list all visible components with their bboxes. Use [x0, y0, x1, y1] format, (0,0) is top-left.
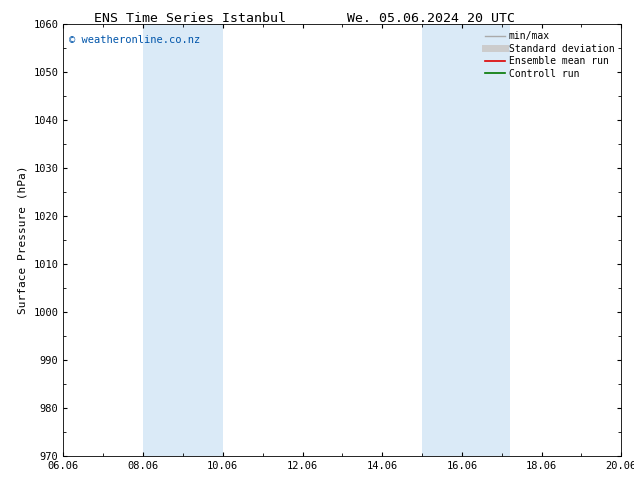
Text: ENS Time Series Istanbul: ENS Time Series Istanbul — [94, 12, 286, 25]
Text: © weatheronline.co.nz: © weatheronline.co.nz — [69, 35, 200, 45]
Legend: min/max, Standard deviation, Ensemble mean run, Controll run: min/max, Standard deviation, Ensemble me… — [482, 27, 618, 82]
Text: We. 05.06.2024 20 UTC: We. 05.06.2024 20 UTC — [347, 12, 515, 25]
Y-axis label: Surface Pressure (hPa): Surface Pressure (hPa) — [18, 166, 28, 315]
Bar — [422, 24, 510, 456]
Bar — [143, 24, 223, 456]
